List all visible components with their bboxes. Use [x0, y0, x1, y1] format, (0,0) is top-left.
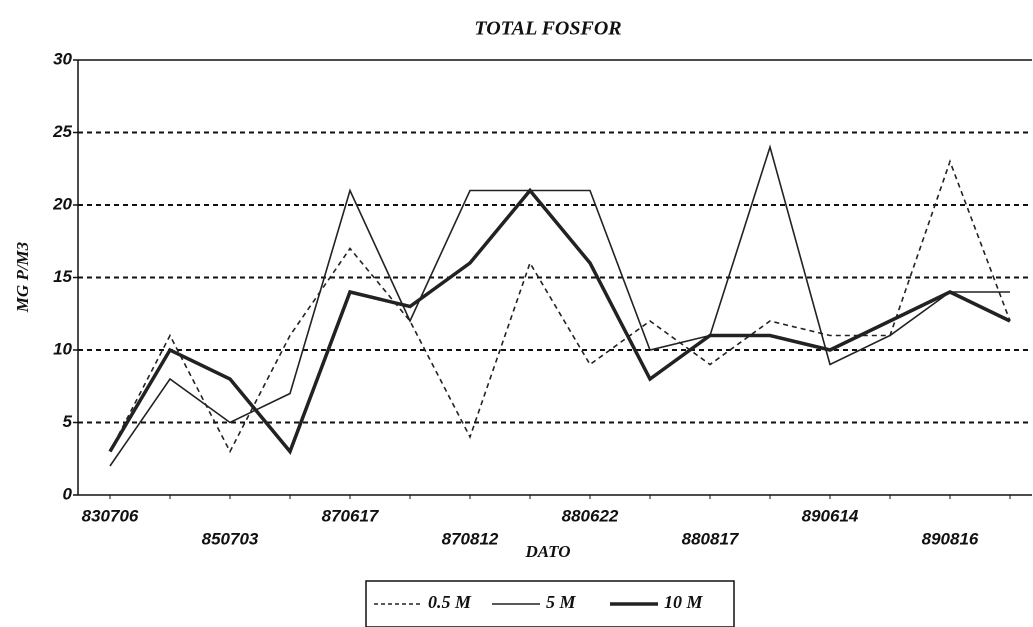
y-tick-label: 20: [52, 194, 72, 213]
x-tick-label: 830706: [82, 506, 139, 525]
y-tick-label: 10: [53, 339, 72, 358]
legend-label: 0.5 M: [428, 592, 472, 612]
x-tick-label: 870812: [442, 529, 499, 548]
legend-box: [365, 580, 735, 627]
chart-title: TOTAL FOSFOR: [474, 18, 621, 40]
y-tick-label: 5: [63, 412, 73, 431]
y-tick-label: 25: [52, 122, 72, 141]
y-tick-label: 15: [53, 267, 72, 286]
legend-label: 10 M: [664, 592, 704, 612]
x-tick-label: 880622: [562, 506, 619, 525]
series-line: [109, 159, 1011, 454]
x-tick-label: 850703: [202, 529, 259, 548]
x-axis-label: DATO: [524, 542, 570, 561]
legend-label: 5 M: [546, 592, 577, 612]
series-line: [109, 144, 1010, 467]
series-line: [108, 187, 1011, 455]
x-tick-label: 880817: [682, 529, 740, 548]
x-tick-label: 870617: [322, 506, 380, 525]
x-tick-label: 890816: [922, 529, 979, 548]
y-tick-label: 0: [63, 484, 73, 503]
y-tick-label: 30: [53, 49, 72, 68]
x-tick-label: 890614: [802, 506, 859, 525]
y-axis-label: MG P/M3: [13, 241, 32, 313]
